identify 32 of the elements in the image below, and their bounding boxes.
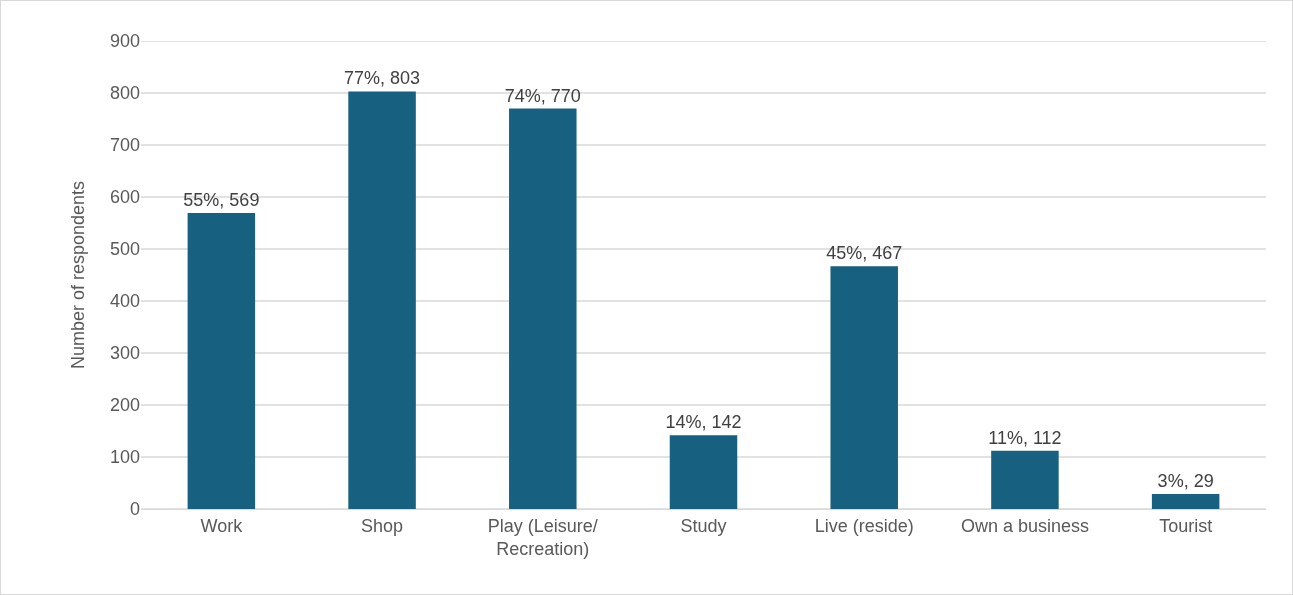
y-axis-title: Number of respondents xyxy=(68,180,89,370)
x-tick-label: Tourist xyxy=(1159,515,1213,536)
y-tick-label: 800 xyxy=(109,83,140,104)
bar xyxy=(669,435,738,509)
x-tick-label: Own a business xyxy=(960,515,1089,536)
bar xyxy=(348,91,416,509)
bar xyxy=(509,108,577,509)
y-tick-label: 200 xyxy=(109,395,140,416)
x-tick-label: Play (Leisure/Recreation) xyxy=(487,515,598,559)
y-tick-label: 900 xyxy=(109,31,140,52)
data-label: 3%, 29 xyxy=(1157,470,1214,491)
y-tick-label: 300 xyxy=(109,343,140,364)
y-tick-label: 0 xyxy=(129,499,140,520)
bar xyxy=(1151,493,1220,509)
y-tick-label: 500 xyxy=(109,239,140,260)
x-tick-label: Work xyxy=(200,515,244,536)
y-tick-label: 600 xyxy=(109,187,140,208)
x-tick-label: Study xyxy=(680,515,727,536)
data-label: 77%, 803 xyxy=(344,68,421,89)
data-label: 55%, 569 xyxy=(183,190,260,211)
y-tick-label: 700 xyxy=(109,135,140,156)
x-tick-label: Shop xyxy=(361,515,404,536)
y-tick-label: 400 xyxy=(109,291,140,312)
data-label: 11%, 112 xyxy=(988,427,1062,448)
y-tick-label: 100 xyxy=(109,447,140,468)
bar xyxy=(991,450,1059,509)
x-tick-label: Live (reside) xyxy=(814,515,914,536)
data-label: 74%, 770 xyxy=(504,85,581,106)
data-label: 14%, 142 xyxy=(665,412,742,433)
data-label: 45%, 467 xyxy=(826,243,903,264)
bar xyxy=(830,266,898,509)
bar xyxy=(187,213,256,509)
